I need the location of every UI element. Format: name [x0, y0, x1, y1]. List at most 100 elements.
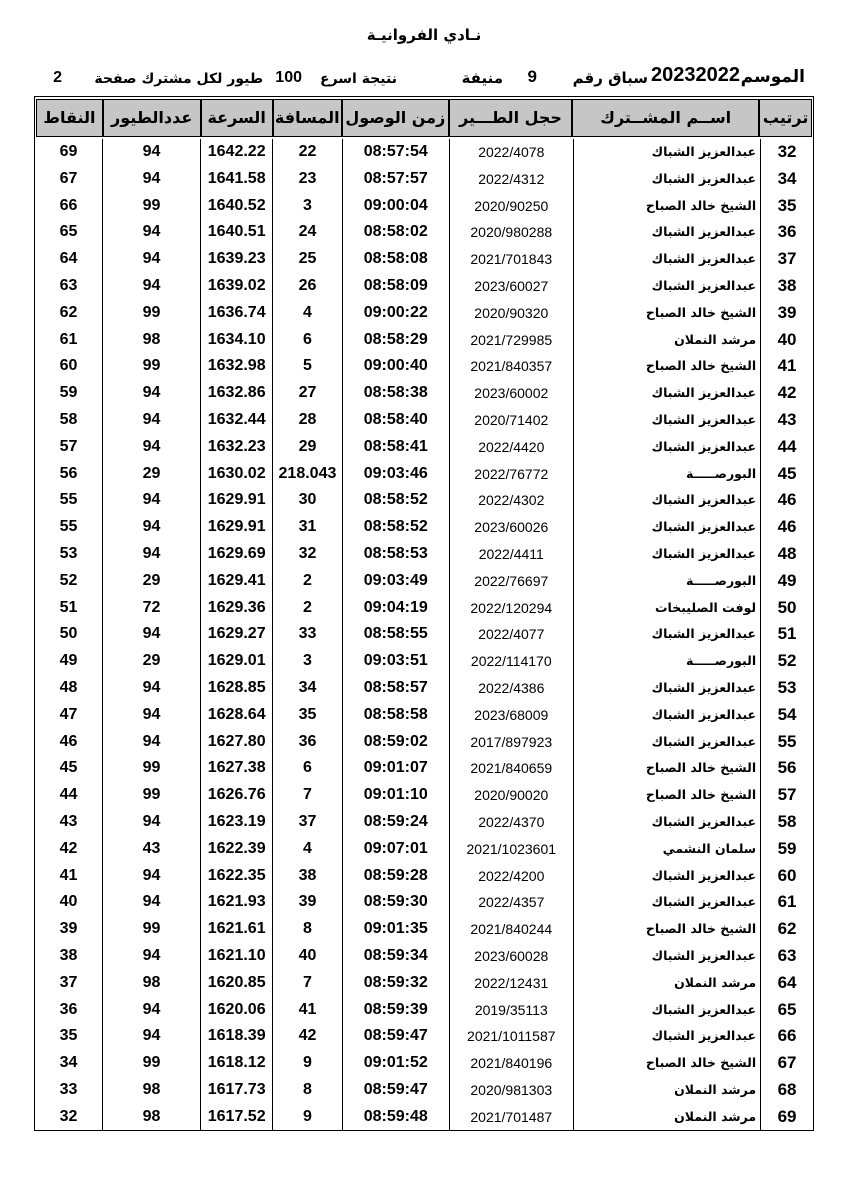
cell-bird-count: 94 — [101, 889, 200, 917]
cell-arrival-time: 09:03:51 — [341, 648, 449, 675]
cell-speed: 1639.02 — [200, 272, 272, 300]
cell-points: 57 — [59, 437, 78, 455]
cell-participant-name: عبدالعزيز الشباك — [572, 165, 760, 193]
cell-rank: 42 — [760, 380, 813, 407]
cell-bird-ring: 2022/4078 — [448, 139, 573, 166]
cell-speed: 1640.51 — [200, 219, 272, 247]
cell-rank: 52 — [760, 648, 813, 675]
cell-speed: 1618.39 — [200, 1023, 272, 1051]
cell-points: 34 — [59, 1054, 78, 1072]
table-row: 46 عبدالعزيز الشباك 2022/4302 08:58:52 3… — [35, 487, 813, 515]
cell-distance: 25 — [272, 246, 341, 273]
cell-bird-ring: 2021/701487 — [448, 1103, 573, 1131]
cell-arrival-time: 08:59:47 — [341, 1076, 449, 1104]
cell-participant-name: البورصـــــة — [572, 567, 760, 595]
cell-points: 47 — [59, 705, 78, 723]
table-row: 64 مرشد النملان 2022/12431 08:59:32 7 16… — [35, 969, 813, 997]
table-row: 55 عبدالعزيز الشباك 2017/897923 08:59:02… — [35, 728, 813, 756]
cell-bird-ring: 2021/840196 — [448, 1050, 573, 1077]
cell-rank: 65 — [760, 996, 813, 1024]
cell-arrival-time: 09:00:40 — [341, 353, 449, 381]
cell-bird-count: 94 — [101, 996, 200, 1024]
cell-arrival-time: 09:00:04 — [341, 192, 449, 220]
cell-bird-ring: 2021/840244 — [448, 916, 573, 943]
cell-speed: 1632.86 — [200, 380, 272, 407]
cell-bird-count: 98 — [101, 1076, 200, 1104]
cell-distance: 3 — [272, 192, 341, 220]
column-header-speed: السرعة — [200, 99, 273, 137]
table-row: 54 عبدالعزيز الشباك 2023/68009 08:58:58 … — [35, 701, 813, 729]
cell-points: 55 — [59, 491, 78, 509]
cell-distance: 4 — [272, 299, 341, 327]
table-row: 62 الشيخ خالد الصباح 2021/840244 09:01:3… — [35, 916, 813, 943]
cell-participant-name: سلمان النشمي — [572, 835, 760, 863]
cell-distance: 7 — [272, 969, 341, 997]
cell-rank: 48 — [760, 540, 813, 568]
cell-bird-ring: 2022/4200 — [448, 862, 573, 890]
table-row: 61 عبدالعزيز الشباك 2022/4357 08:59:30 3… — [35, 889, 813, 917]
page-number: 2 — [53, 69, 62, 86]
race-location: منيفة — [461, 69, 503, 87]
cell-points: 37 — [59, 973, 78, 991]
cell-rank: 38 — [760, 272, 813, 300]
cell-speed: 1628.64 — [200, 701, 272, 729]
table-row: 53 عبدالعزيز الشباك 2022/4386 08:58:57 3… — [35, 674, 813, 702]
cell-bird-ring: 2019/35113 — [448, 996, 573, 1024]
cell-distance: 33 — [272, 621, 341, 649]
cell-participant-name: عبدالعزيز الشباك — [572, 514, 760, 541]
table-row: 51 عبدالعزيز الشباك 2022/4077 08:58:55 3… — [35, 621, 813, 649]
table-row: 35 الشيخ خالد الصباح 2020/90250 09:00:04… — [35, 192, 813, 220]
cell-speed: 1639.23 — [200, 246, 272, 273]
table-row: 32 عبدالعزيز الشباك 2022/4078 08:57:54 2… — [35, 139, 813, 166]
cell-participant-name: الشيخ خالد الصباح — [572, 782, 760, 809]
cell-bird-count: 43 — [101, 835, 200, 863]
table-row: 66 عبدالعزيز الشباك 2021/1011587 08:59:4… — [35, 1023, 813, 1051]
cell-speed: 1620.85 — [200, 969, 272, 997]
cell-speed: 1617.73 — [200, 1076, 272, 1104]
column-header-distance: المسافة — [272, 99, 342, 137]
cell-distance: 8 — [272, 1076, 341, 1104]
cell-points: 59 — [59, 384, 78, 402]
cell-bird-ring: 2022/4302 — [448, 487, 573, 515]
cell-bird-ring: 2022/4077 — [448, 621, 573, 649]
cell-speed: 1626.76 — [200, 782, 272, 809]
cell-distance: 42 — [272, 1023, 341, 1051]
cell-bird-count: 94 — [101, 540, 200, 568]
cell-distance: 35 — [272, 701, 341, 729]
result-suffix-label: طيور لكل مشترك صفحة — [94, 71, 263, 87]
cell-points: 50 — [59, 625, 78, 643]
cell-bird-ring: 2022/4420 — [448, 433, 573, 461]
table-header-row: ترتيب اســم المشــترك حجل الطـــير زمن الوص… — [36, 99, 812, 137]
cell-bird-ring: 2023/60028 — [448, 942, 573, 970]
table-row: 50 لوفت الصليبخات 2022/120294 09:04:19 2… — [35, 594, 813, 622]
cell-rank: 51 — [760, 621, 813, 649]
results-table: ترتيب اســم المشــترك حجل الطـــير زمن الوص… — [34, 96, 814, 1132]
cell-rank: 59 — [760, 835, 813, 863]
cell-points: 35 — [59, 1027, 78, 1045]
cell-points: 62 — [59, 303, 78, 321]
cell-distance: 2 — [272, 567, 341, 595]
cell-arrival-time: 09:03:49 — [341, 567, 449, 595]
cell-bird-count: 72 — [101, 594, 200, 622]
cell-points: 60 — [59, 357, 78, 375]
cell-arrival-time: 08:59:48 — [341, 1103, 449, 1131]
cell-bird-ring: 2022/4370 — [448, 808, 573, 836]
cell-points: 41 — [59, 866, 78, 884]
result-count: 100 — [275, 69, 302, 86]
cell-speed: 1617.52 — [200, 1103, 272, 1131]
cell-arrival-time: 08:58:08 — [341, 246, 449, 273]
cell-arrival-time: 08:57:57 — [341, 165, 449, 193]
cell-speed: 1627.80 — [200, 728, 272, 756]
cell-arrival-time: 08:58:57 — [341, 674, 449, 702]
cell-speed: 1636.74 — [200, 299, 272, 327]
cell-speed: 1634.10 — [200, 326, 272, 354]
race-number-label: سباق رقم — [572, 69, 648, 87]
cell-rank: 67 — [760, 1050, 813, 1077]
cell-participant-name: مرشد النملان — [572, 969, 760, 997]
cell-speed: 1630.02 — [200, 460, 272, 488]
cell-bird-ring: 2020/71402 — [448, 406, 573, 434]
cell-points: 49 — [59, 652, 78, 670]
cell-bird-count: 29 — [101, 567, 200, 595]
cell-bird-ring: 2022/120294 — [448, 594, 573, 622]
